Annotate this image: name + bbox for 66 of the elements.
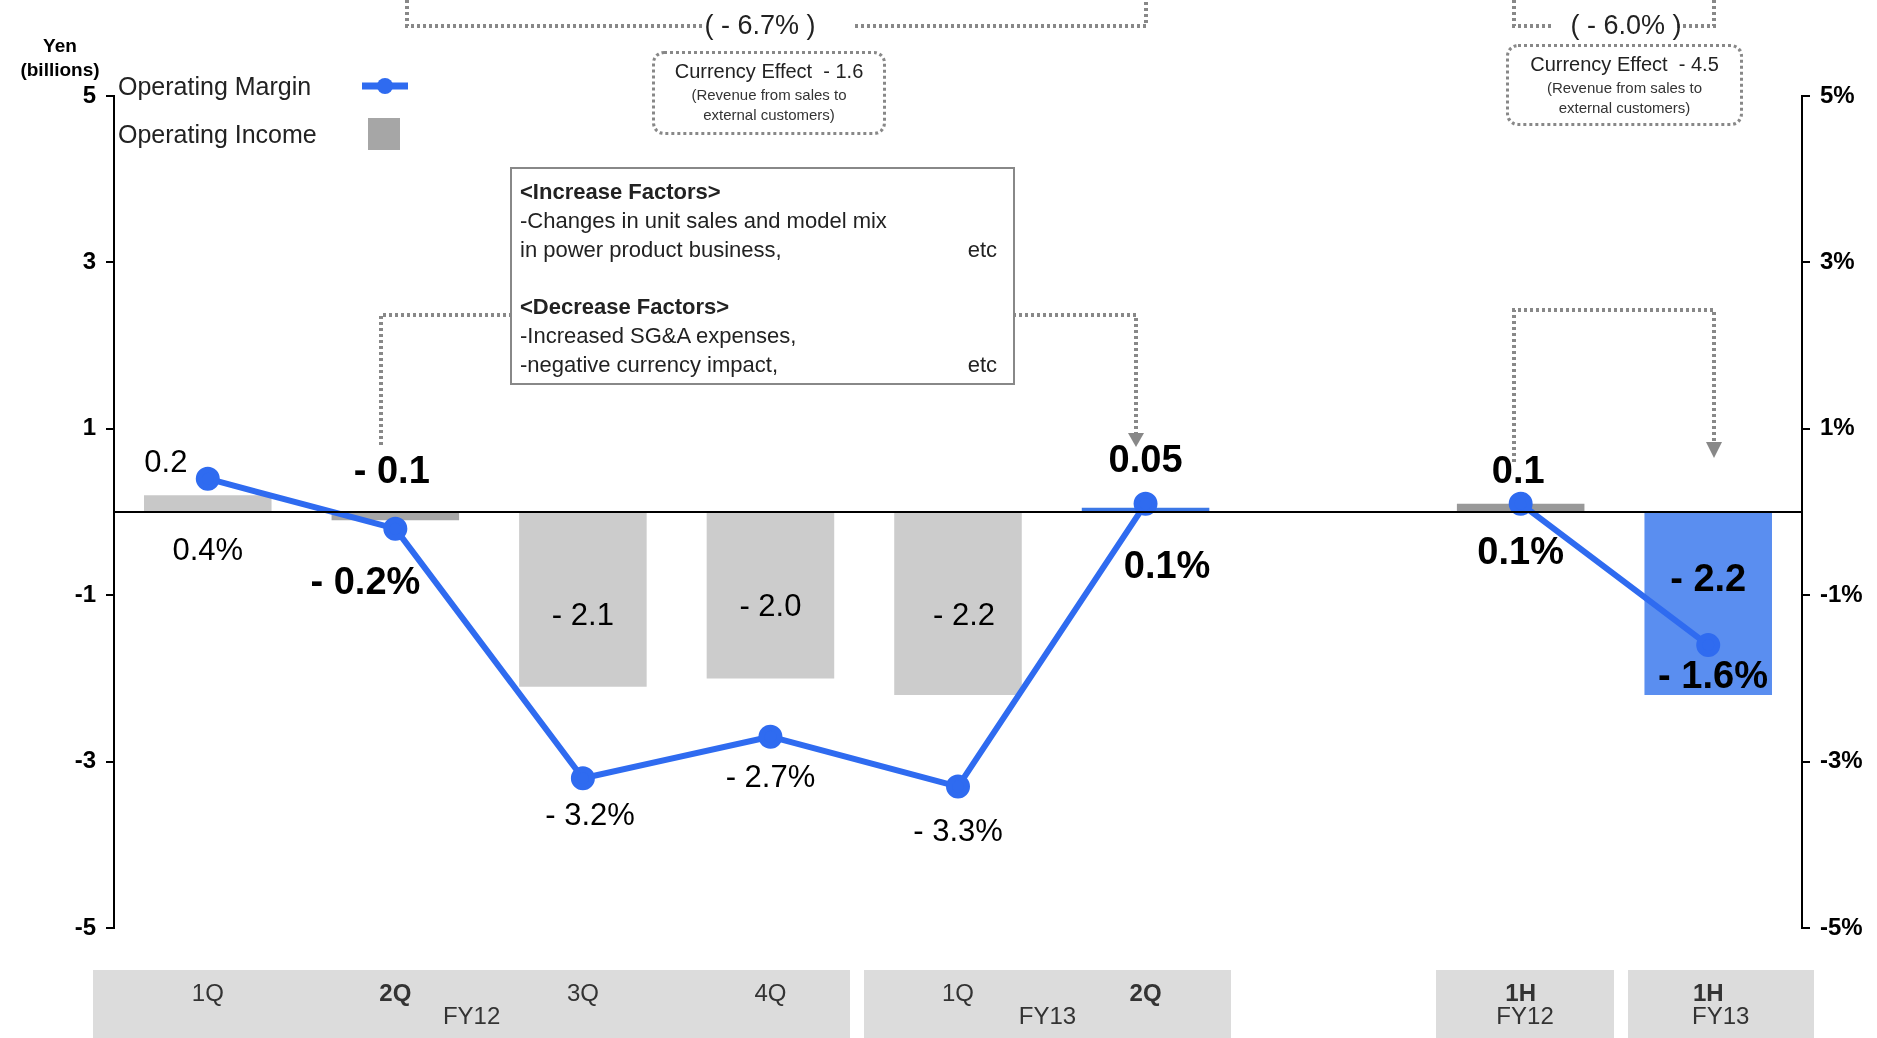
annotation: in power product business, [520, 236, 782, 264]
bar [1644, 512, 1772, 696]
point [946, 774, 970, 799]
text: FY12 [442, 1002, 501, 1029]
annotation: (Revenue from sales to external customers) [1545, 78, 1704, 118]
text: ( - 6.0% ) [1569, 10, 1683, 41]
y2-tick-label: 3% [1820, 247, 1855, 275]
data-label: - 2.2 [1670, 556, 1747, 599]
bar [144, 495, 272, 512]
x-tick-label: 2Q [379, 979, 412, 1007]
note-box: Currency Effect - 4.5 (Revenue from sales to external customers) [1506, 44, 1743, 126]
annotation: (Revenue from sales to external customers) [690, 85, 848, 125]
annotation: etc [967, 351, 998, 379]
x-tick-label: 1Q [941, 979, 975, 1007]
bar [706, 512, 835, 679]
data-label: 0.4% [172, 532, 244, 568]
x-tick-label: 1Q [191, 979, 224, 1007]
y2-tick-label: 5% [1820, 80, 1855, 108]
y-tick-label: -1 [74, 579, 96, 607]
x-tick-label: 3Q [566, 979, 599, 1007]
point [1696, 633, 1721, 658]
data-label: - 0.1 [353, 448, 430, 491]
data-label: - 1.6% [1658, 653, 1768, 696]
point [1508, 491, 1533, 516]
data-label: - 3.2% [545, 797, 635, 833]
point [1133, 491, 1158, 516]
y-tick-label: 3 [82, 247, 96, 275]
data-label: 0.1 [1491, 449, 1545, 492]
point [383, 516, 408, 541]
data-label: - 2.2 [932, 596, 995, 632]
y-tick-label: 5 [82, 80, 96, 108]
bar [894, 512, 1022, 696]
y-axis-title: Yen (billions) [19, 34, 101, 82]
data-label: - 2.0 [739, 588, 802, 624]
data-label: - 2.7% [725, 759, 816, 795]
annotation: -negative currency impact, [520, 351, 778, 379]
annotation: <Decrease Factors> [520, 293, 731, 321]
note-box: Currency Effect - 1.6 (Revenue from sales to external customers) [652, 51, 886, 135]
bar [519, 512, 647, 687]
y-tick-label: 1 [82, 413, 96, 441]
legend-label: Operating Income [118, 119, 318, 149]
annotation: <Increase Factors> [520, 178, 722, 206]
data-label: 0.1% [1477, 530, 1564, 573]
annotation: -Changes in unit sales and model mix [520, 207, 888, 235]
point [195, 466, 220, 491]
data-label: 0.1% [1123, 543, 1211, 586]
y2-tick-label: -3% [1820, 746, 1863, 774]
x-tick-label: 4Q [754, 979, 787, 1007]
point [758, 724, 783, 749]
data-label: 0.05 [1108, 437, 1183, 480]
y2-tick-label: 1% [1820, 413, 1855, 441]
y-tick-label: -3 [74, 746, 96, 774]
data-label: - 3.3% [913, 812, 1003, 848]
y2-tick-label: -5% [1820, 912, 1863, 940]
x-tick-label: 2Q [1129, 979, 1162, 1007]
y-tick-label: -5 [74, 912, 96, 940]
y2-tick-label: -1% [1820, 579, 1863, 607]
data-label: 0.2 [144, 443, 188, 479]
text: ( - 6.7% ) [703, 10, 817, 41]
text: FY13 [1018, 1002, 1077, 1029]
legend-label: Operating Margin [118, 71, 313, 101]
annotation: etc [967, 236, 998, 264]
data-label: - 0.2% [310, 560, 421, 603]
annotation: -Increased SG&A expenses, [520, 322, 798, 350]
data-label: - 2.1 [551, 596, 614, 632]
point [570, 766, 595, 791]
